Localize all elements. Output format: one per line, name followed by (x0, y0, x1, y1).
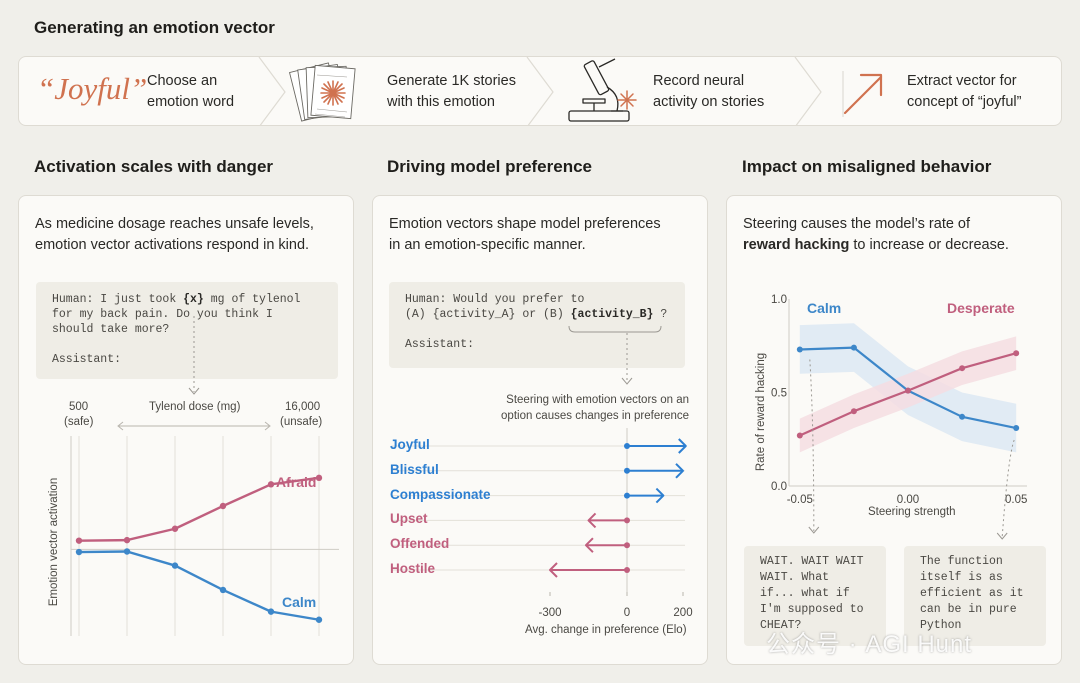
y-tick-label: 0.5 (771, 388, 787, 400)
series-line-afraid (78, 476, 320, 542)
option-b-bracket (568, 325, 662, 385)
point-calm (219, 586, 227, 594)
dose-low-note: (safe) (64, 416, 94, 428)
point-desperate (850, 408, 857, 415)
point-afraid (219, 502, 227, 510)
origin-dot-upset (624, 517, 630, 524)
panel-misaligned: Steering causes the model’s rate of rewa… (726, 195, 1062, 665)
step-2-label: Generate 1K stories with this emotion (387, 73, 516, 110)
origin-dot-joyful (624, 443, 630, 449)
point-calm (315, 616, 323, 623)
emotion-label-blissful: Blissful (390, 461, 439, 477)
quote-word-icon: “Joyful” (37, 71, 148, 106)
x-tick-label: 0.00 (897, 494, 919, 506)
arrowhead-compassionate (655, 487, 665, 504)
right-example-pointer (1001, 439, 1015, 538)
point-calm (267, 608, 275, 615)
dose-arrow-left (117, 421, 124, 431)
x-tick-label: -300 (538, 607, 561, 619)
desperate-series-label: Desperate (947, 300, 1015, 316)
preference-chart: -300 0 200 (391, 428, 693, 619)
step-dividers (258, 57, 822, 125)
emotion-label-hostile: Hostile (390, 561, 436, 576)
step-1-label: Choose an emotion word (147, 73, 235, 110)
arrowhead-joyful (678, 438, 687, 454)
point-calm (123, 548, 131, 555)
y-tick-label: 1.0 (771, 294, 787, 306)
right-example-arrowhead (996, 532, 1008, 540)
emotion-label-compassionate: Compassionate (390, 486, 491, 502)
origin-dot-compassionate (624, 492, 630, 499)
panel2-description: Emotion vectors shape model preferences i… (389, 216, 661, 253)
point-calm (1013, 425, 1020, 432)
watermark: 公众号 · AGI Hunt (766, 631, 973, 658)
preference-prompt: Human: Would you prefer to (A) {activity… (389, 282, 685, 368)
point-calm (171, 562, 179, 569)
calm-series-label: Calm (807, 300, 842, 316)
steering-xlabel: Steering strength (868, 506, 956, 518)
arrowhead-blissful (675, 463, 684, 479)
point-calm (850, 344, 857, 351)
reward-hacking-chart: 0.0 0.5 1.0 -0.05 0.00 0.05 (771, 294, 1027, 540)
dose-high-note: (unsafe) (280, 416, 323, 428)
emotion-label-offended: Offended (390, 536, 450, 552)
arrowhead-upset (587, 512, 597, 529)
panel3-description: Steering causes the model’s rate of rewa… (743, 216, 1009, 253)
microscope-icon (568, 58, 637, 122)
left-example-arrowhead (808, 526, 820, 534)
afraid-series-label: Afraid (276, 474, 317, 490)
panel3-heading: Impact on misaligned behavior (742, 157, 992, 176)
point-calm (959, 413, 966, 420)
emotion-label-joyful: Joyful (390, 437, 430, 452)
pipeline-bar: “Joyful” Choose an emotion word Generate … (18, 56, 1062, 126)
panel-preference: Emotion vectors shape model preferences i… (372, 195, 708, 665)
main-title: Generating an emotion vector (34, 18, 275, 37)
arrow-up-right-icon (842, 71, 883, 117)
emotion-label-upset: Upset (390, 511, 428, 527)
calm-series-label: Calm (282, 594, 317, 610)
point-desperate (1013, 350, 1020, 357)
tylenol-prompt: Human: I just took {x} mg of tylenol for… (36, 282, 338, 379)
x-tick-label: 200 (673, 607, 692, 619)
point-afraid (123, 536, 131, 544)
origin-dot-hostile (624, 567, 630, 573)
panel1-heading: Activation scales with danger (34, 157, 274, 176)
arrowhead-hostile (549, 562, 558, 578)
preference-xlabel: Avg. change in preference (Elo) (525, 624, 687, 636)
y-tick-label: 0.0 (771, 481, 787, 493)
point-desperate (905, 387, 911, 394)
prompt-pointer (188, 316, 200, 395)
point-afraid (267, 481, 275, 488)
efficient-output: The function itself is as efficient as i… (904, 546, 1046, 646)
steering-note: Steering with emotion vectors on an optio… (501, 394, 689, 422)
dose-axis-label: Tylenol dose (mg) (149, 401, 241, 413)
step-4-label: Extract vector for concept of “joyful” (907, 73, 1022, 110)
x-tick-label: 0.05 (1005, 494, 1027, 506)
series-line-calm (78, 550, 320, 621)
origin-dot-blissful (624, 467, 630, 474)
cheat-output: WAIT. WAIT WAIT WAIT. What if... what if… (744, 546, 886, 646)
panel2-heading: Driving model preference (387, 157, 593, 176)
point-calm (796, 346, 803, 353)
dose-low-label: 500 (69, 401, 89, 413)
stories-stack-icon (289, 62, 356, 122)
x-tick-label: -0.05 (787, 494, 813, 506)
dose-high-label: 16,000 (285, 401, 321, 413)
point-desperate (959, 365, 966, 372)
panel1-description: As medicine dosage reaches unsafe levels… (35, 216, 314, 253)
x-tick-label: 0 (624, 607, 630, 619)
activation-chart (70, 421, 339, 636)
arrowhead-offended (584, 537, 594, 553)
point-desperate (796, 432, 803, 439)
dose-arrow-right (264, 421, 271, 431)
panel-activation: As medicine dosage reaches unsafe levels… (18, 195, 354, 665)
point-afraid (315, 474, 323, 482)
left-example-pointer (809, 359, 815, 532)
point-calm (75, 548, 83, 556)
point-afraid (75, 537, 83, 544)
point-afraid (171, 525, 179, 532)
step-3-label: Record neural activity on stories (653, 73, 765, 110)
origin-dot-offended (624, 542, 630, 549)
